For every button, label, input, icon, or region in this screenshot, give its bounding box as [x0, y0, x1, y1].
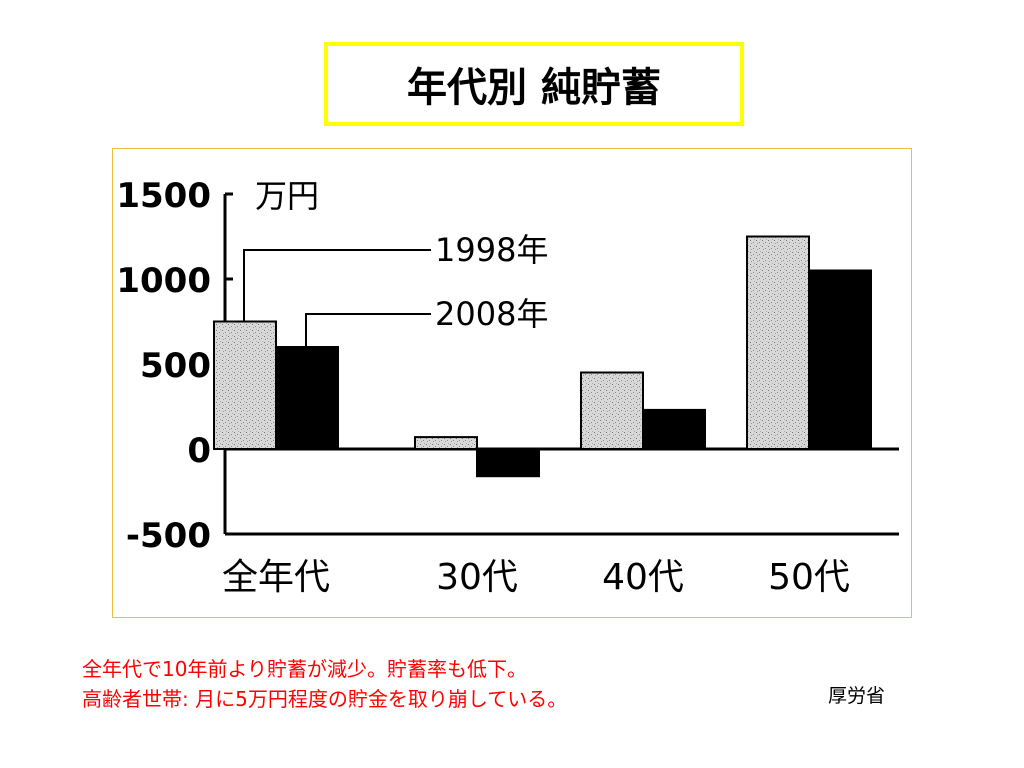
y-tick-label: 1000 — [116, 261, 211, 301]
y-tick-label: 1500 — [116, 176, 211, 216]
y-tick-label: 0 — [187, 431, 211, 471]
bar — [476, 448, 540, 478]
caption-line-1: 全年代で10年前より貯蓄が減少。貯蓄率も低下。 — [82, 657, 528, 681]
y-tick-label: 500 — [140, 346, 211, 386]
legend-label: 2008年 — [435, 295, 548, 333]
page-title: 年代別 純貯蓄 — [407, 65, 661, 111]
bar — [808, 269, 872, 450]
y-tick-label: -500 — [126, 516, 211, 556]
bar — [642, 408, 706, 450]
caption: 全年代で10年前より貯蓄が減少。貯蓄率も低下。 高齢者世帯: 月に5万円程度の貯… — [82, 654, 567, 714]
x-tick-label: 50代 — [768, 557, 850, 598]
legend-label: 1998年 — [435, 231, 548, 269]
legend-leader-line — [305, 313, 431, 347]
x-tick-label: 40代 — [602, 557, 684, 598]
legend-leader-line — [243, 249, 431, 322]
bar — [275, 346, 339, 450]
bar — [580, 371, 644, 450]
bar — [414, 436, 478, 451]
y-axis-unit-label: 万円 — [255, 177, 319, 215]
x-tick-label: 30代 — [436, 557, 518, 598]
bar — [213, 320, 277, 450]
title-box: 年代別 純貯蓄 — [324, 42, 744, 126]
caption-line-2: 高齢者世帯: 月に5万円程度の貯金を取り崩している。 — [82, 687, 568, 711]
chart-frame: 1500 1000 500 0 -500 万円全年代 30代 40代 50代 1998年 2008年 — [112, 148, 912, 618]
x-tick-label: 全年代 — [222, 557, 330, 598]
source-label: 厚労省 — [828, 685, 886, 707]
bar — [746, 235, 810, 450]
